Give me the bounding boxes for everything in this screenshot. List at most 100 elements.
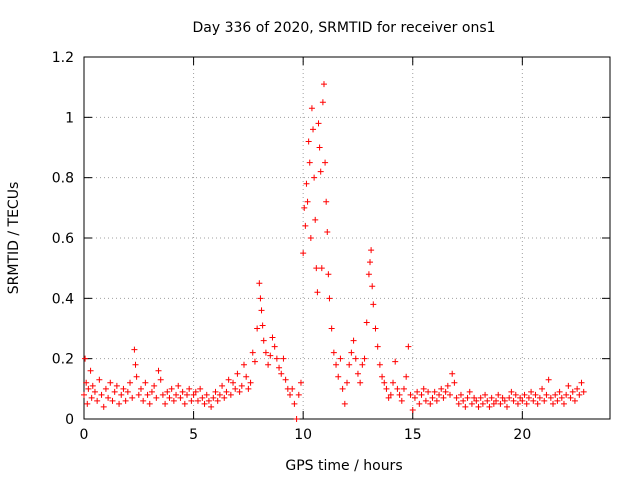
data-point — [238, 382, 245, 389]
data-point — [444, 382, 451, 389]
data-point — [94, 397, 101, 404]
data-point — [326, 295, 333, 302]
data-point — [503, 403, 510, 410]
data-point — [563, 391, 570, 398]
data-point — [280, 355, 287, 362]
data-point — [457, 391, 464, 398]
data-point — [376, 361, 383, 368]
data-point — [506, 394, 513, 401]
data-point — [411, 394, 418, 401]
data-point — [508, 388, 515, 395]
data-point — [517, 394, 524, 401]
data-point — [316, 144, 323, 151]
data-point — [447, 391, 454, 398]
data-point — [312, 216, 319, 223]
data-point — [379, 373, 386, 380]
y-tick-label: 0.6 — [52, 231, 74, 247]
data-point — [482, 391, 489, 398]
data-point — [495, 391, 502, 398]
data-point — [260, 337, 267, 344]
grid — [84, 57, 610, 419]
data-point — [208, 403, 215, 410]
data-point — [545, 376, 552, 383]
data-points — [81, 81, 587, 422]
data-point — [259, 322, 266, 329]
data-point — [144, 391, 151, 398]
data-point — [295, 391, 302, 398]
data-point — [190, 391, 197, 398]
data-point — [422, 397, 429, 404]
data-point — [96, 376, 103, 383]
data-point — [197, 385, 204, 392]
data-point — [541, 397, 548, 404]
data-point — [451, 379, 458, 386]
data-point — [137, 385, 144, 392]
data-point — [127, 379, 134, 386]
data-point — [221, 394, 228, 401]
data-point — [249, 349, 256, 356]
data-point — [118, 391, 125, 398]
data-point — [318, 265, 325, 272]
data-point — [129, 394, 136, 401]
data-point — [162, 400, 169, 407]
data-point — [325, 271, 332, 278]
data-point — [192, 388, 199, 395]
x-tick-label: 0 — [80, 427, 89, 443]
data-point — [265, 361, 272, 368]
data-point — [369, 283, 376, 290]
data-point — [477, 394, 484, 401]
data-point — [525, 394, 532, 401]
data-point — [82, 355, 89, 362]
data-point — [146, 400, 153, 407]
data-point — [365, 271, 372, 278]
data-point — [267, 352, 274, 359]
data-point — [148, 388, 155, 395]
data-point — [374, 343, 381, 350]
x-tick-label: 20 — [513, 427, 531, 443]
data-point — [539, 385, 546, 392]
data-point — [497, 400, 504, 407]
data-point — [453, 394, 460, 401]
data-point — [488, 394, 495, 401]
data-point — [310, 126, 317, 133]
data-point — [486, 403, 493, 410]
data-point — [85, 385, 92, 392]
data-point — [530, 397, 537, 404]
data-point — [105, 394, 112, 401]
data-point — [460, 397, 467, 404]
data-point — [473, 397, 480, 404]
data-point — [269, 334, 276, 341]
data-point — [344, 379, 350, 386]
data-point — [256, 280, 263, 287]
data-point — [350, 337, 357, 344]
data-point — [83, 379, 90, 386]
data-point — [420, 385, 427, 392]
data-point — [348, 349, 355, 356]
data-point — [247, 379, 254, 386]
y-axis: 0 0.2 0.4 0.6 0.8 1 1.2 — [52, 50, 610, 428]
data-point — [409, 406, 416, 413]
data-point — [571, 397, 578, 404]
data-point — [88, 394, 95, 401]
data-point — [425, 388, 432, 395]
data-point — [164, 388, 171, 395]
data-point — [367, 259, 374, 266]
data-point — [403, 373, 410, 380]
data-point — [394, 385, 401, 392]
data-point — [278, 370, 285, 377]
data-point — [396, 391, 403, 398]
data-point — [547, 394, 554, 401]
data-point — [173, 391, 180, 398]
data-point — [328, 325, 335, 332]
data-point — [227, 391, 234, 398]
data-point — [354, 370, 361, 377]
data-point — [468, 400, 475, 407]
data-point — [416, 400, 423, 407]
data-point — [429, 394, 436, 401]
data-point — [219, 382, 226, 389]
data-point — [100, 403, 107, 410]
data-point — [166, 394, 173, 401]
data-point — [464, 394, 471, 401]
y-tick-label: 0.4 — [52, 291, 74, 307]
data-point — [305, 138, 312, 145]
